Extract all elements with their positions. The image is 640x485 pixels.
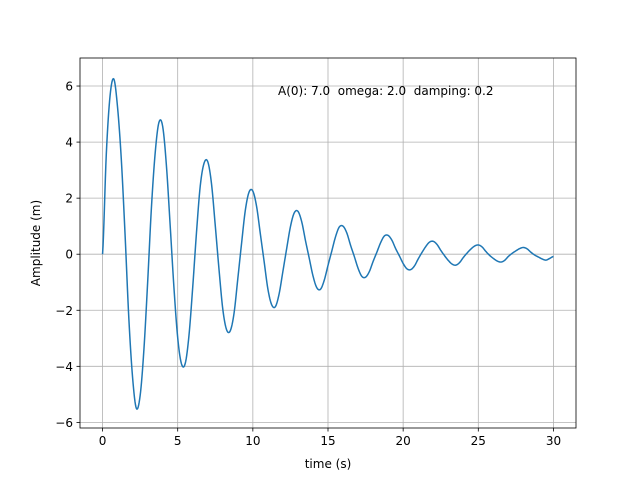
series-group: [101, 77, 554, 410]
y-axis-label: Amplitude (m): [29, 200, 43, 286]
x-axis-label: time (s): [305, 457, 352, 471]
y-tick-label: 0: [65, 248, 73, 262]
annotation-text: A(0): 7.0 omega: 2.0 damping: 0.2: [278, 84, 494, 98]
x-tick-label: 20: [396, 434, 411, 448]
x-tick-label: 15: [320, 434, 335, 448]
y-tick-label: 2: [65, 192, 73, 206]
y-tick-label: −2: [55, 304, 73, 318]
y-tick-label: 6: [65, 80, 73, 94]
y-tick-label: 4: [65, 136, 73, 150]
x-tick-label: 10: [245, 434, 260, 448]
x-tick-label: 25: [471, 434, 486, 448]
x-tick-label: 0: [99, 434, 107, 448]
y-tick-label: −6: [55, 416, 73, 430]
x-tick-label: 30: [546, 434, 561, 448]
x-ticks: 0 5 10 15 20 25 30: [99, 428, 561, 448]
y-ticks: −6 −4 −2 0 2 4 6: [55, 80, 80, 430]
y-tick-label: −4: [55, 360, 73, 374]
series-line: [101, 77, 554, 410]
grid: [80, 58, 576, 428]
x-tick-label: 5: [174, 434, 182, 448]
